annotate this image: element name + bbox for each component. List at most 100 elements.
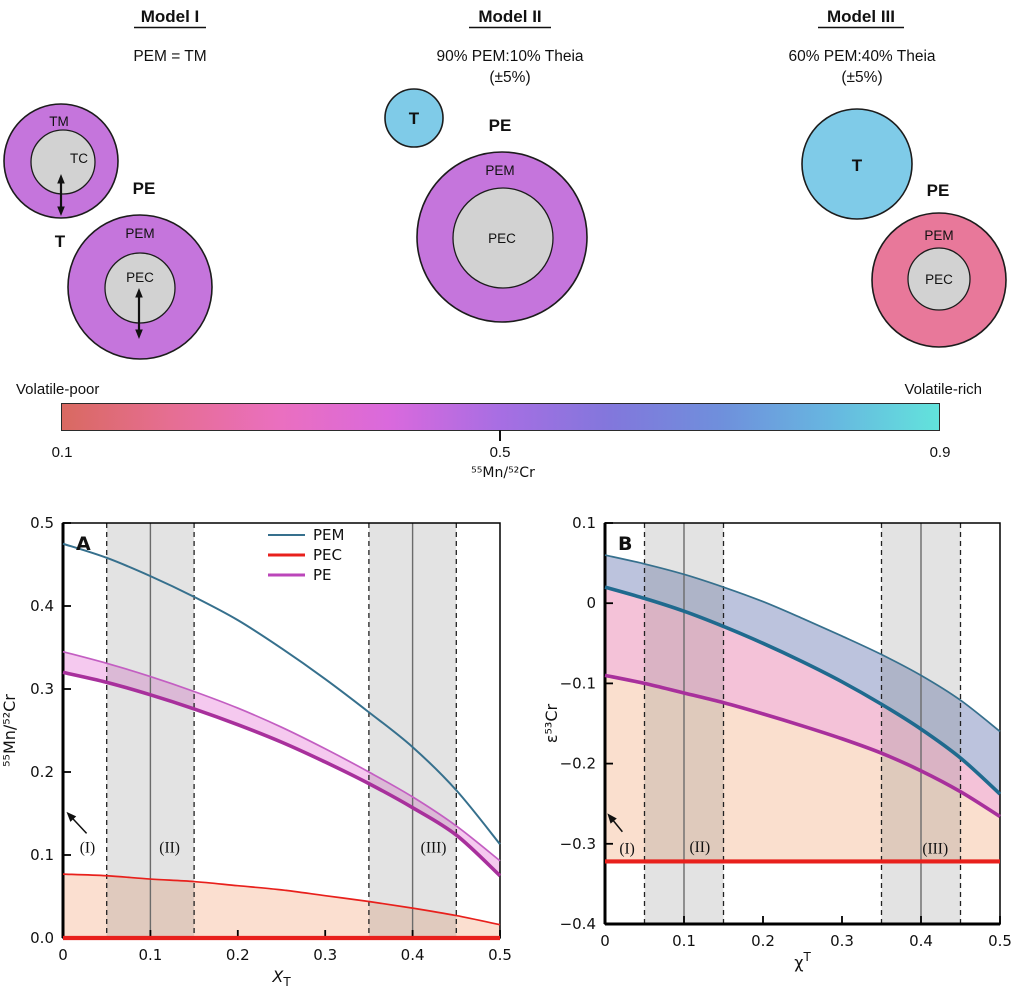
colorbar-axis-label: ⁵⁵Mn/⁵²Cr xyxy=(471,465,535,481)
x-tick-label: 0.2 xyxy=(751,932,775,950)
model3-pe-outer-label: PE xyxy=(927,181,950,200)
fill-PEM_upper-PEM xyxy=(605,555,1000,795)
annotations: (I) (II) (III) xyxy=(66,811,447,857)
panel-letter: A xyxy=(76,533,91,555)
model1-pec-label: PEC xyxy=(126,270,154,285)
annotation-(III): (III) xyxy=(922,840,948,857)
colorbar-mid-tick xyxy=(499,430,501,441)
PE_upper-curve xyxy=(62,650,501,862)
y-tick-label: 0 xyxy=(586,594,596,612)
x-tick-label: 0 xyxy=(600,932,610,950)
model1-t-outer-label: T xyxy=(55,232,66,251)
annotation-arrow-line xyxy=(70,816,88,834)
panel-a-chart: 0 0.1 0.2 0.3 0.4 0.5 0.0 0.1 0.2 0.3 0.4 0.5 XT ⁵⁵Mn… xyxy=(0,514,512,989)
PEM_upper-curve xyxy=(604,554,1001,733)
legend-label-PEM: PEM xyxy=(313,526,344,544)
model-1-group: Model I PEM = TM TM TC PE T PEM PEC xyxy=(3,7,213,360)
fill-PE_upper-PE xyxy=(63,651,500,876)
model-3-group: Model III 60% PEM:40% Theia (±5%) T PE P… xyxy=(788,7,1007,348)
fill-layers xyxy=(605,555,1000,862)
colorbar-tick-mid: 0.5 xyxy=(489,444,511,461)
model2-pec-label: PEC xyxy=(488,231,516,246)
colorbar-gradient-bar xyxy=(61,403,940,431)
PEC_upper-curve xyxy=(62,873,501,926)
model2-theia-circle xyxy=(384,88,444,148)
y-tick-label: 0.0 xyxy=(30,929,54,947)
x-axis-label: χT xyxy=(794,950,811,972)
x-tick-label: 0 xyxy=(58,946,68,964)
model-2-group: Model II 90% PEM:10% Theia (±5%) T PE PE… xyxy=(384,7,588,323)
colorbar-tick-max: 0.9 xyxy=(929,444,951,461)
colorbar-right-label: Volatile-rich xyxy=(904,381,982,398)
model3-pec-label: PEC xyxy=(925,272,953,287)
x-tick-label: 0.3 xyxy=(313,946,337,964)
y-tick-label: −0.1 xyxy=(560,674,596,692)
model-1-subtitle: PEM = TM xyxy=(133,48,206,65)
x-tick-label: 0.2 xyxy=(226,946,250,964)
colorbar-tick-min: 0.1 xyxy=(51,444,73,461)
y-tick-label: 0.5 xyxy=(30,514,54,532)
model-3-subtitle2: (±5%) xyxy=(841,69,882,86)
series-curves xyxy=(604,554,1002,864)
model1-tm-label: TM xyxy=(49,114,69,129)
model1-pem-label: PEM xyxy=(125,226,154,241)
model1-tc-label: TC xyxy=(70,151,88,166)
PE-curve xyxy=(62,670,502,878)
annotation-arrow-head xyxy=(607,813,617,824)
y-tick-label: 0.2 xyxy=(30,763,54,781)
annotation-(III): (III) xyxy=(421,840,447,857)
mass-exchange-arrow xyxy=(57,174,65,216)
mass-exchange-arrow xyxy=(135,288,143,339)
model3-theia-circle xyxy=(801,108,913,220)
PEM-curve xyxy=(62,542,501,845)
x-axis-label: XT xyxy=(271,967,291,989)
annotation-(II): (II) xyxy=(159,840,180,857)
y-tick-label: 0.1 xyxy=(572,514,596,532)
model-2-title: Model II xyxy=(478,7,541,26)
y-tick-label: 0.1 xyxy=(30,846,54,864)
legend-label-PE: PE xyxy=(313,566,332,584)
model3-t-label: T xyxy=(852,156,863,175)
model3-pem-label: PEM xyxy=(924,228,953,243)
series-curves xyxy=(62,542,502,941)
y-tick-label: 0.4 xyxy=(30,597,54,615)
model-3-title: Model III xyxy=(827,7,895,26)
x-tick-label: 0.5 xyxy=(988,932,1012,950)
y-tick-label: −0.4 xyxy=(560,915,596,933)
y-tick-label: 0.3 xyxy=(30,680,54,698)
fill-PEC_upper-PEC xyxy=(63,874,500,938)
models-diagram: Model I PEM = TM TM TC PE T PEM PEC xyxy=(3,7,1007,360)
model2-pe-outer-label: PE xyxy=(489,116,512,135)
model-2-subtitle2: (±5%) xyxy=(489,69,530,86)
model2-pe-core-circle xyxy=(452,187,554,289)
model1-pe-outer-label: PE xyxy=(133,179,156,198)
legend-label-PEC: PEC xyxy=(313,546,342,564)
x-tick-label: 0.4 xyxy=(909,932,933,950)
colorbar-left-label: Volatile-poor xyxy=(16,381,100,398)
fill-PEM-PE xyxy=(605,587,1000,817)
x-tick-label: 0.5 xyxy=(488,946,512,964)
model-3-subtitle: 60% PEM:40% Theia xyxy=(788,48,935,65)
annotations: (I) (II) (III) xyxy=(607,813,948,857)
model1-theia-core-circle xyxy=(30,129,96,195)
x-tick-label: 0.1 xyxy=(672,932,696,950)
y-axis-label: ε⁵³Cr xyxy=(542,703,561,743)
fill-PE-PEC xyxy=(605,675,1000,862)
y-tick-label: −0.2 xyxy=(560,755,596,773)
axes-frame: 0 0.1 0.2 0.3 0.4 0.5 0.1 0 −0.1 −0.2 −0.3 −0.4 xyxy=(560,514,1012,950)
annotation-arrow-head xyxy=(66,811,77,822)
model3-pe-core-circle xyxy=(907,247,971,311)
panel-b-chart: 0 0.1 0.2 0.3 0.4 0.5 0.1 0 −0.1 −0.2 −0.3 −0.4 χT ε⁵… xyxy=(542,514,1012,972)
annotation-(II): (II) xyxy=(689,839,710,856)
model-range-bands xyxy=(106,523,457,938)
annotation-(I): (I) xyxy=(80,840,96,857)
x-tick-label: 0.1 xyxy=(138,946,162,964)
legend: PEM PEC PE xyxy=(268,526,344,584)
panel-letter: B xyxy=(618,533,632,555)
y-tick-label: −0.3 xyxy=(560,835,596,853)
model-2-subtitle: 90% PEM:10% Theia xyxy=(436,48,583,65)
PE-curve xyxy=(604,673,1001,819)
model2-pem-label: PEM xyxy=(485,163,514,178)
annotation-(I): (I) xyxy=(619,840,635,857)
